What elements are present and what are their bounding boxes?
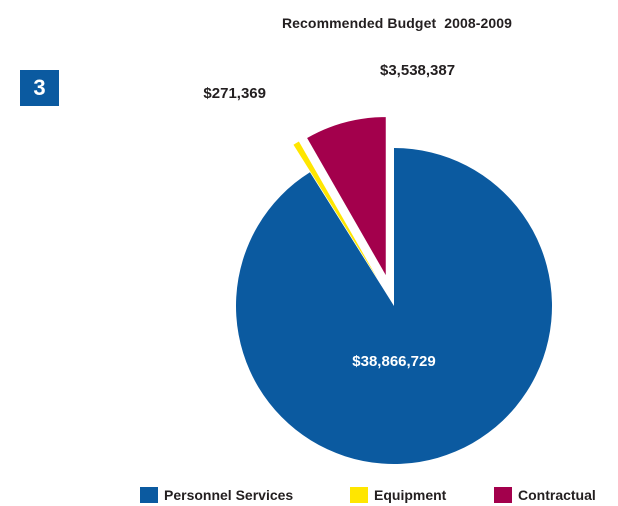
slice-label-personnel-services: $38,866,729: [352, 353, 435, 370]
pie-slice-equipment: [293, 141, 378, 279]
slice-label-equipment: $271,369: [203, 85, 266, 102]
slice-label-contractual: $3,538,387: [380, 62, 455, 79]
pie-slice-personnel-services: [236, 148, 553, 464]
page-number-badge: 3: [20, 70, 59, 106]
chart-title: Recommended Budget 2008-2009: [281, 15, 513, 31]
pie-slice-contractual: [307, 117, 386, 276]
page-number: 3: [33, 75, 46, 100]
